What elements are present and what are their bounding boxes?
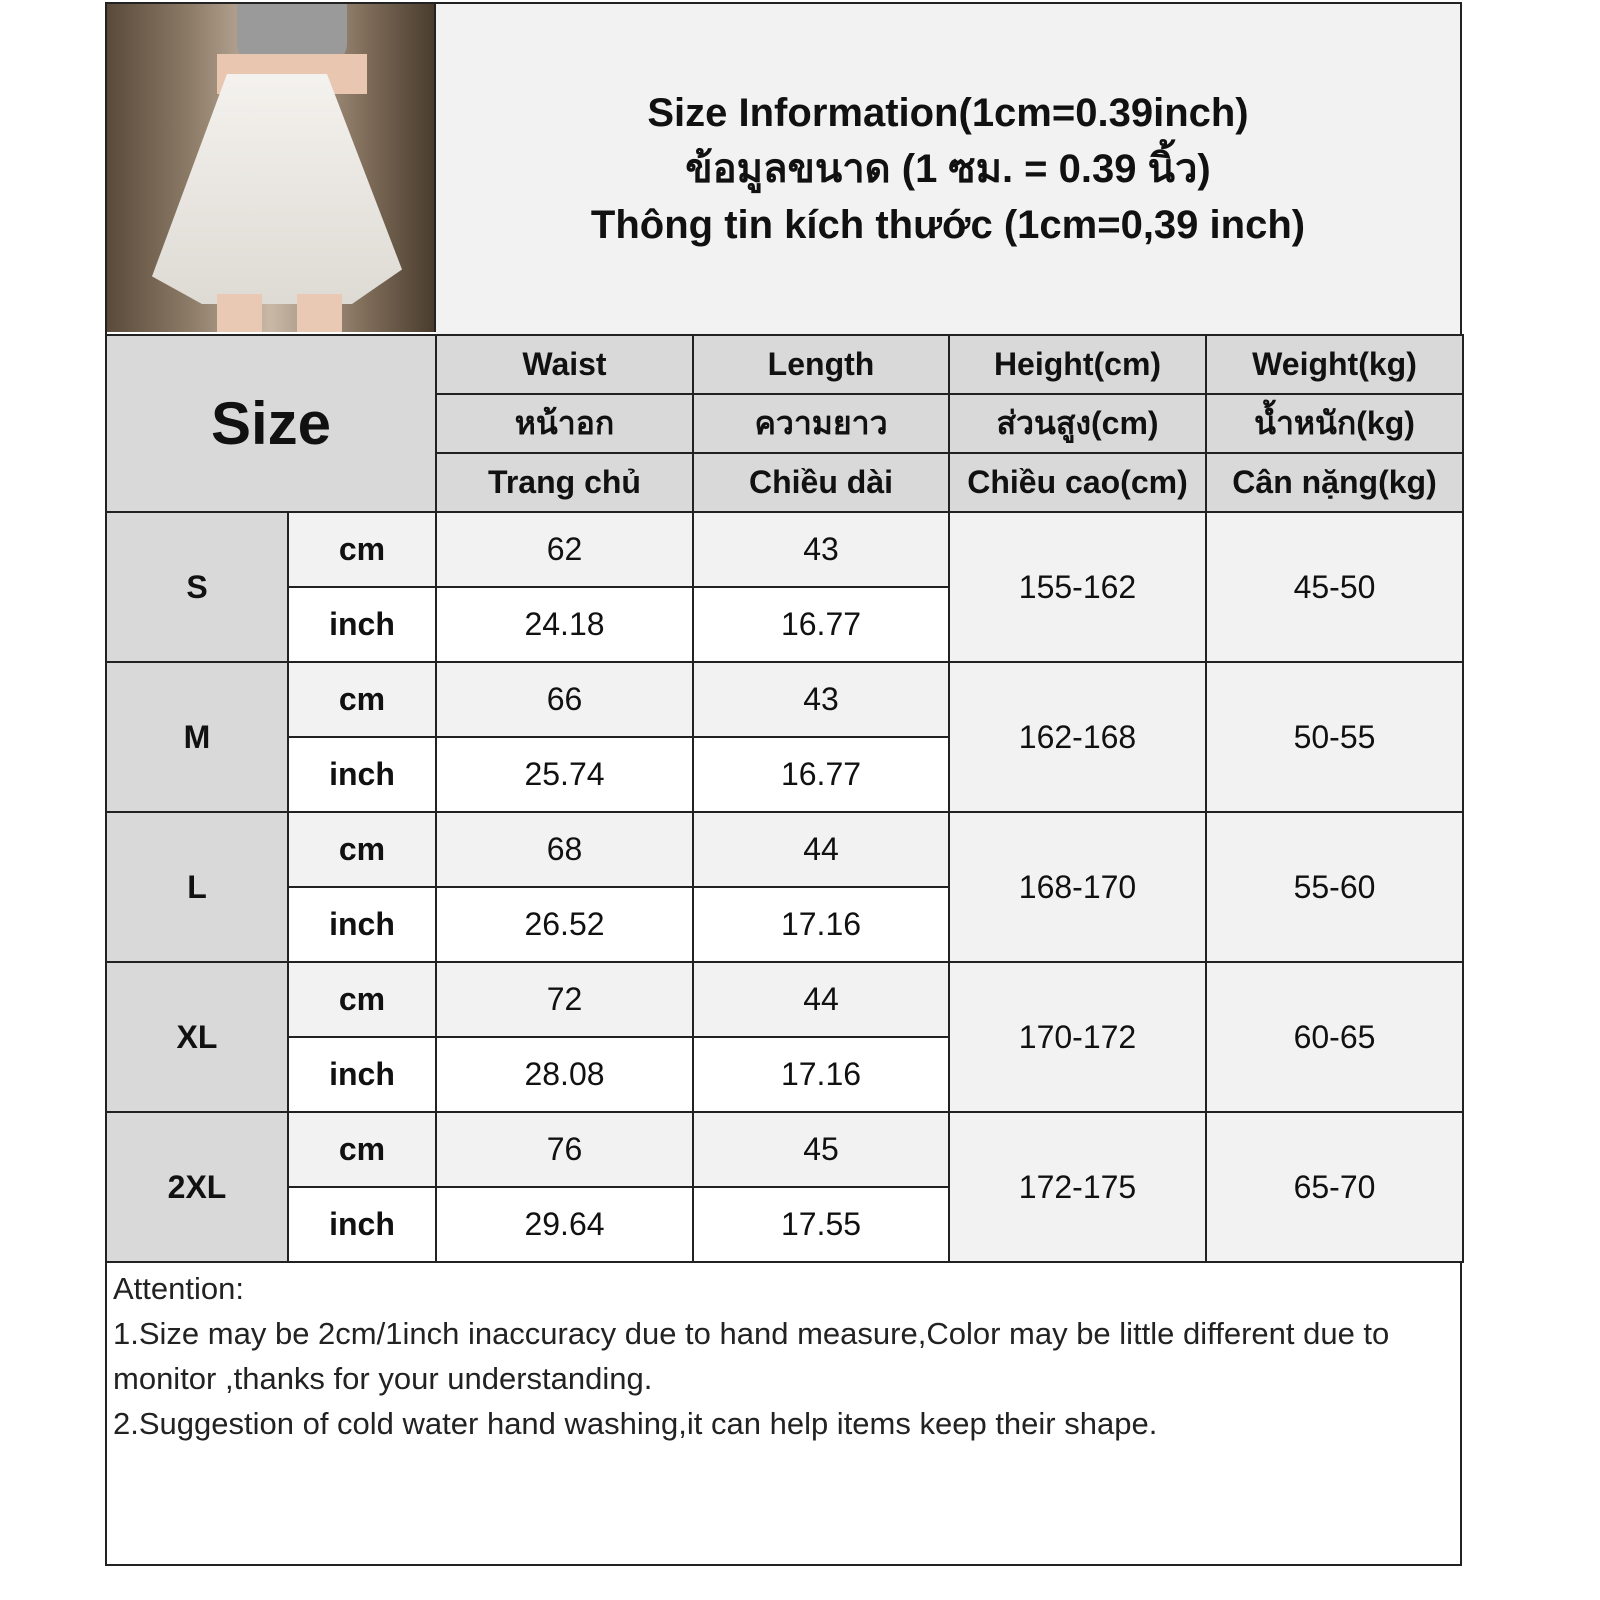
length-inch-cell: 16.77 bbox=[692, 586, 950, 663]
table-row-cm: M cm 66 43 162-168 50-55 bbox=[105, 661, 1464, 813]
waist-inch-cell: 28.08 bbox=[435, 1036, 694, 1113]
waist-cm-cell: 66 bbox=[435, 661, 694, 738]
note-2: 2.Suggestion of cold water hand washing,… bbox=[113, 1406, 1158, 1441]
notes-heading: Attention: bbox=[113, 1271, 244, 1306]
weight-cell: 50-55 bbox=[1205, 661, 1464, 813]
height-cell: 155-162 bbox=[948, 511, 1207, 663]
size-header: Size bbox=[105, 334, 437, 513]
note-1: 1.Size may be 2cm/1inch inaccuracy due t… bbox=[113, 1316, 1390, 1396]
size-table: Size Waist Length Height(cm) Weight(kg) … bbox=[105, 334, 1464, 1263]
unit-cell: cm bbox=[287, 961, 437, 1038]
length-inch-cell: 16.77 bbox=[692, 736, 950, 813]
size-cell: M bbox=[105, 661, 289, 813]
header-length-vi: Chiều dài bbox=[692, 452, 950, 513]
header-length-th: ความยาว bbox=[692, 393, 950, 454]
waist-cm-cell: 62 bbox=[435, 511, 694, 588]
unit-cell: inch bbox=[287, 736, 437, 813]
weight-cell: 65-70 bbox=[1205, 1111, 1464, 1263]
product-photo bbox=[107, 4, 436, 332]
table-row-inch: inch 29.64 17.55 bbox=[106, 1186, 1463, 1263]
unit-cell: inch bbox=[287, 1186, 437, 1263]
table-row-cm: S cm 62 43 155-162 45-50 bbox=[105, 511, 1464, 663]
length-inch-cell: 17.16 bbox=[692, 1036, 950, 1113]
size-cell: L bbox=[105, 811, 289, 963]
header-waist-en: Waist bbox=[435, 334, 694, 395]
waist-cm-cell: 76 bbox=[435, 1111, 694, 1188]
header-waist-th: หน้าอก bbox=[435, 393, 694, 454]
unit-cell: cm bbox=[287, 511, 437, 588]
attention-notes: Attention: 1.Size may be 2cm/1inch inacc… bbox=[107, 1262, 1457, 1450]
length-inch-cell: 17.16 bbox=[692, 886, 950, 963]
weight-cell: 60-65 bbox=[1205, 961, 1464, 1113]
unit-cell: inch bbox=[287, 886, 437, 963]
waist-inch-cell: 24.18 bbox=[435, 586, 694, 663]
weight-cell: 55-60 bbox=[1205, 811, 1464, 963]
height-cell: 162-168 bbox=[948, 661, 1207, 813]
height-cell: 168-170 bbox=[948, 811, 1207, 963]
header-waist-vi: Trang chủ bbox=[435, 452, 694, 513]
length-cm-cell: 44 bbox=[692, 811, 950, 888]
header-weight-th: น้ำหนัก(kg) bbox=[1205, 393, 1464, 454]
unit-cell: inch bbox=[287, 586, 437, 663]
header-weight-vi: Cân nặng(kg) bbox=[1205, 452, 1464, 513]
table-row-inch: inch 26.52 17.16 bbox=[106, 886, 1463, 963]
header-height-en: Height(cm) bbox=[948, 334, 1207, 395]
header-height-vi: Chiều cao(cm) bbox=[948, 452, 1207, 513]
title-en: Size Information(1cm=0.39inch) bbox=[647, 91, 1249, 135]
size-info-title: Size Information(1cm=0.39inch) ข้อมูลขนา… bbox=[436, 4, 1460, 334]
size-cell: 2XL bbox=[105, 1111, 289, 1263]
waist-inch-cell: 25.74 bbox=[435, 736, 694, 813]
length-cm-cell: 45 bbox=[692, 1111, 950, 1188]
table-row-cm: XL cm 72 44 170-172 60-65 bbox=[105, 961, 1464, 1113]
length-cm-cell: 43 bbox=[692, 511, 950, 588]
header-weight-en: Weight(kg) bbox=[1205, 334, 1464, 395]
table-row-cm: L cm 68 44 168-170 55-60 bbox=[105, 811, 1464, 963]
waist-inch-cell: 29.64 bbox=[435, 1186, 694, 1263]
length-cm-cell: 43 bbox=[692, 661, 950, 738]
length-cm-cell: 44 bbox=[692, 961, 950, 1038]
table-row-inch: inch 28.08 17.16 bbox=[106, 1036, 1463, 1113]
height-cell: 172-175 bbox=[948, 1111, 1207, 1263]
title-vi: Thông tin kích thước (1cm=0,39 inch) bbox=[590, 203, 1306, 247]
table-row-inch: inch 25.74 16.77 bbox=[106, 736, 1463, 813]
title-th: ข้อมูลขนาด (1 ซม. = 0.39 นิ้ว) bbox=[685, 147, 1211, 191]
unit-cell: inch bbox=[287, 1036, 437, 1113]
waist-inch-cell: 26.52 bbox=[435, 886, 694, 963]
size-cell: S bbox=[105, 511, 289, 663]
waist-cm-cell: 72 bbox=[435, 961, 694, 1038]
header-length-en: Length bbox=[692, 334, 950, 395]
weight-cell: 45-50 bbox=[1205, 511, 1464, 663]
table-row-cm: 2XL cm 76 45 172-175 65-70 bbox=[105, 1111, 1464, 1263]
unit-cell: cm bbox=[287, 661, 437, 738]
length-inch-cell: 17.55 bbox=[692, 1186, 950, 1263]
header-height-th: ส่วนสูง(cm) bbox=[948, 393, 1207, 454]
size-cell: XL bbox=[105, 961, 289, 1113]
table-row-inch: inch 24.18 16.77 bbox=[106, 586, 1463, 663]
height-cell: 170-172 bbox=[948, 961, 1207, 1113]
waist-cm-cell: 68 bbox=[435, 811, 694, 888]
unit-cell: cm bbox=[287, 1111, 437, 1188]
unit-cell: cm bbox=[287, 811, 437, 888]
